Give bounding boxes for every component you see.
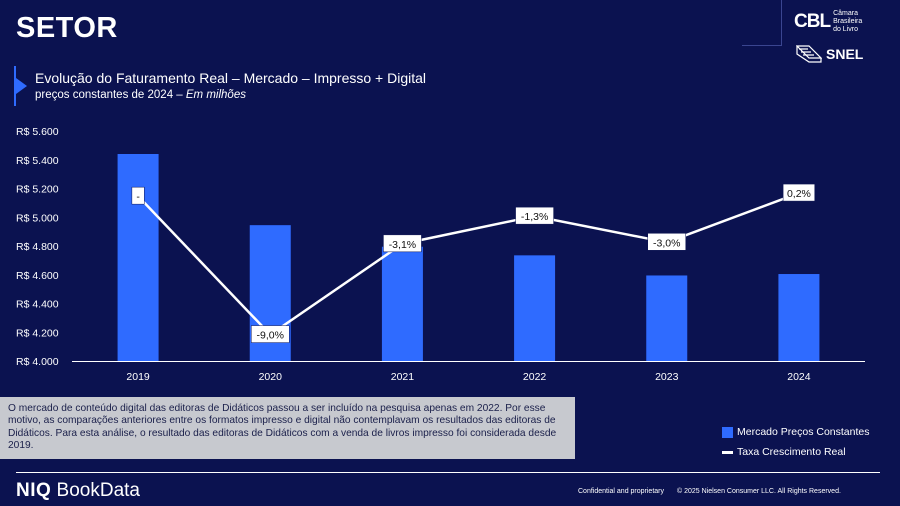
growth-label: -1,3% [521,211,548,223]
chart-legend: Mercado Preços Constantes Taxa Crescimen… [722,422,869,462]
growth-label-box [515,206,554,225]
growth-label-box [131,186,145,205]
cbl-logo-line-3: do Livro [833,26,858,33]
revenue-chart: R$ 4.000 R$ 4.200 R$ 4.400 R$ 4.600 R$ 4.800… [16,126,865,383]
y-tick-label: R$ 4.800 [16,241,59,253]
x-tick-label: 2020 [259,371,283,383]
y-tick-label: R$ 5.400 [16,155,59,167]
bar [117,154,159,361]
y-tick-label: R$ 5.200 [16,184,59,196]
chart-title-arrow-icon [16,78,27,94]
growth-line [137,191,800,337]
niq-bookdata-logo: NIQ BookData [16,480,140,502]
growth-label-box [251,325,290,343]
legend-item-line: Taxa Crescimento Real [722,442,869,462]
methodology-note: O mercado de conteúdo digital das editor… [0,397,575,459]
footer-copyright: © 2025 Nielsen Consumer LLC. All Rights … [677,488,841,495]
x-tick-label: 2022 [523,371,547,383]
bar [381,246,423,361]
footer-divider [16,472,880,473]
corner-divider-vertical [781,0,782,46]
growth-label: - [136,191,140,203]
cbl-logo-line-1: Câmara [833,10,858,17]
y-tick-label: R$ 5.600 [16,126,59,138]
y-tick-label: R$ 4.000 [16,356,59,368]
x-tick-label: 2021 [391,371,415,383]
cbl-logo-mark: CBL [794,11,831,32]
bar [514,255,556,361]
corner-divider-horizontal [742,45,782,46]
snel-logo-icon [796,45,822,63]
snel-logo-text: SNEL [826,46,864,62]
legend-item-bars: Mercado Preços Constantes [722,422,869,442]
y-tick-label: R$ 4.400 [16,299,59,311]
growth-label: 0,2% [787,188,811,200]
cbl-logo: CBL Câmara Brasileira do Livro [794,10,862,34]
x-tick-label: 2024 [787,371,811,383]
legend-bar-swatch [722,426,733,438]
chart-title: Evolução do Faturamento Real – Mercado –… [35,70,427,86]
growth-label: -9,0% [257,330,284,342]
legend-bar-label: Mercado Preços Constantes [737,426,870,438]
footer-brand-niq: NIQ [16,480,52,501]
chart-subtitle: preços constantes de 2024 – Em milhões [35,89,246,101]
growth-label: -3,0% [653,237,680,249]
y-tick-label: R$ 5.000 [16,212,59,224]
y-tick-label: R$ 4.600 [16,270,59,282]
footer-brand-bookdata: BookData [51,480,141,501]
chart-title-accent-line [14,66,16,106]
growth-label-box [383,234,422,253]
cbl-logo-text: Câmara Brasileira do Livro [833,10,862,34]
footer-confidential: Confidential and proprietary [578,488,664,495]
cbl-logo-line-2: Brasileira [833,18,863,25]
snel-logo: SNEL [796,44,863,64]
growth-label-box [782,183,815,202]
chart-subtitle-italic: Em milhões [185,89,246,101]
y-tick-label: R$ 4.200 [16,327,59,339]
legend-line-label: Taxa Crescimento Real [737,446,846,458]
x-tick-label: 2019 [126,371,150,383]
methodology-note-text: O mercado de conteúdo digital das editor… [8,403,557,451]
x-tick-label: 2023 [655,371,679,383]
growth-label: -3,1% [389,239,416,251]
page-title: SETOR [16,12,118,44]
legend-line-swatch [722,450,733,454]
bar [646,275,688,361]
growth-label-box [647,233,686,251]
bar [778,274,820,361]
chart-subtitle-plain: preços constantes de 2024 – [35,89,186,101]
